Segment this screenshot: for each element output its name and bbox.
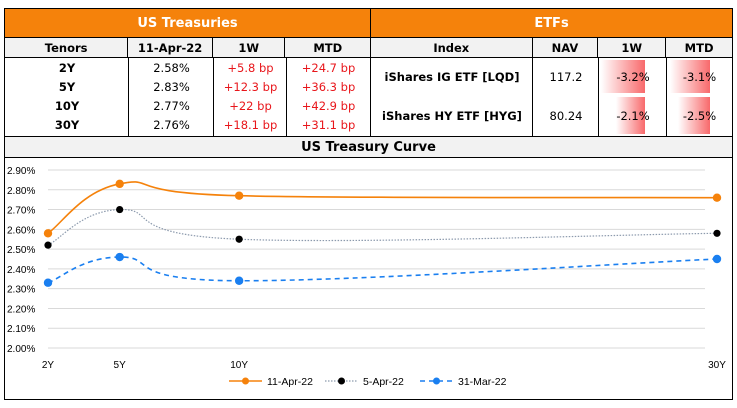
col-header-etf-1w: 1W	[598, 37, 667, 58]
etf-mtd-cell: -3.1%	[667, 58, 732, 95]
treasuries-title: US Treasuries	[5, 9, 370, 37]
nav-cell: 80.24	[549, 108, 583, 123]
legend-label: 11-Apr-22	[267, 376, 313, 388]
divider	[532, 58, 533, 136]
x-tick-label: 2Y	[42, 360, 55, 371]
treasuries-header-cells: Tenors 11-Apr-22 1W MTD	[5, 37, 370, 58]
legend-marker	[242, 377, 249, 385]
divider	[286, 58, 287, 136]
etf-mtd-value: -3.1%	[682, 69, 717, 84]
series-line-31-Mar-22	[47, 256, 718, 284]
section-divider	[370, 9, 371, 136]
data-point	[712, 193, 722, 202]
col-header-nav: NAV	[533, 37, 599, 58]
tenor-cell: 2Y	[58, 60, 76, 75]
data-point	[712, 254, 722, 264]
etf-1w-cell: -3.2%	[599, 58, 667, 95]
change-mtd-cell: +36.3 bp	[301, 79, 356, 94]
y-tick-label: 2.10%	[7, 324, 35, 335]
change-mtd-cell: +31.1 bp	[301, 117, 356, 132]
data-point	[44, 241, 52, 249]
etf-1w-value: -3.2%	[616, 69, 650, 84]
databar	[677, 97, 710, 134]
y-tick-label: 2.90%	[7, 166, 35, 177]
col-header-index: Index	[371, 37, 533, 58]
treasuries-table-body: 2Y 2.58% +5.8 bp +24.7 bp 5Y 2.83% +12.3…	[5, 58, 370, 136]
change-1w-cell: +12.3 bp	[223, 79, 278, 94]
col-header-mtd: MTD	[313, 40, 343, 55]
legend-marker	[433, 377, 440, 385]
x-tick-label: 30Y	[708, 360, 726, 371]
data-point	[43, 278, 53, 287]
series-line-11-Apr-22	[47, 181, 718, 234]
series-line-5-Apr-22	[47, 208, 718, 246]
etf-mtd-cell: -2.5%	[667, 95, 732, 136]
data-point	[234, 276, 244, 285]
dashboard-frame	[4, 8, 733, 400]
etf-1w-value: -2.1%	[616, 108, 650, 123]
x-tick-label: 10Y	[230, 360, 248, 371]
divider	[598, 58, 599, 136]
data-point	[116, 205, 124, 214]
databar	[601, 60, 645, 93]
data-point	[115, 179, 124, 189]
x-tick-label: 5Y	[114, 360, 127, 371]
tenor-cell: 10Y	[54, 98, 80, 113]
nav-cell: 117.2	[549, 69, 583, 84]
data-point	[234, 191, 244, 200]
change-1w-cell: +22 bp	[229, 98, 272, 113]
table-row: iShares IG ETF [LQD] 117.2 -3.2% -3.1%	[371, 58, 732, 95]
y-tick-label: 2.30%	[7, 285, 35, 296]
y-tick-label: 2.70%	[7, 206, 35, 217]
table-row: 10Y 2.77% +22 bp +42.9 bp	[5, 96, 370, 115]
legend-label: 5-Apr-22	[363, 376, 404, 388]
yield-cell: 2.83%	[153, 79, 190, 94]
change-mtd-cell: +24.7 bp	[301, 60, 356, 75]
yield-cell: 2.76%	[153, 117, 190, 132]
table-row: 30Y 2.76% +18.1 bp +31.1 bp	[5, 115, 370, 134]
etf-name-cell: iShares HY ETF [HYG]	[382, 108, 522, 123]
divider	[666, 58, 667, 136]
treasuries-header-row	[5, 37, 370, 58]
y-tick-label: 2.80%	[7, 186, 35, 197]
y-tick-label: 2.40%	[7, 265, 35, 276]
yield-cell: 2.77%	[153, 98, 190, 113]
legend-label: 31-Mar-22	[458, 376, 507, 388]
etfs-title: ETFs	[371, 9, 732, 37]
y-tick-label: 2.00%	[7, 344, 35, 355]
y-tick-label: 2.50%	[7, 245, 35, 256]
etf-mtd-value: -2.5%	[682, 108, 717, 123]
table-row: 2Y 2.58% +5.8 bp +24.7 bp	[5, 58, 370, 77]
data-point	[713, 229, 721, 237]
legend-marker	[338, 377, 345, 385]
change-1w-cell: +5.8 bp	[227, 60, 274, 75]
etfs-table-body: iShares IG ETF [LQD] 117.2 -3.2% -3.1% i…	[371, 58, 732, 136]
data-point	[43, 229, 53, 238]
chart-title: US Treasury Curve	[5, 136, 732, 158]
y-tick-label: 2.60%	[7, 225, 35, 236]
tenor-cell: 30Y	[54, 117, 80, 132]
table-row: iShares HY ETF [HYG] 80.24 -2.1% -2.5%	[371, 95, 732, 136]
etfs-header-row	[371, 37, 732, 58]
col-header-date: 11-Apr-22	[128, 37, 213, 58]
divider	[213, 58, 214, 136]
data-point	[115, 252, 124, 262]
etfs-header-cells: Index NAV 1W MTD	[371, 37, 732, 58]
col-header-etf-mtd: MTD	[684, 40, 714, 55]
databar	[670, 60, 710, 93]
table-row: 5Y 2.83% +12.3 bp +36.3 bp	[5, 77, 370, 96]
divider	[128, 58, 129, 136]
change-mtd-cell: +42.9 bp	[301, 98, 356, 113]
y-tick-label: 2.20%	[7, 304, 35, 315]
tenor-cell: 5Y	[58, 79, 76, 94]
col-header-tenors: Tenors	[5, 37, 129, 58]
data-point	[235, 235, 243, 243]
databar	[616, 97, 645, 134]
etf-name-cell: iShares IG ETF [LQD]	[384, 69, 520, 84]
etf-1w-cell: -2.1%	[599, 95, 667, 136]
yield-cell: 2.58%	[153, 60, 190, 75]
change-1w-cell: +18.1 bp	[223, 117, 278, 132]
col-header-1w: 1W	[213, 37, 286, 58]
